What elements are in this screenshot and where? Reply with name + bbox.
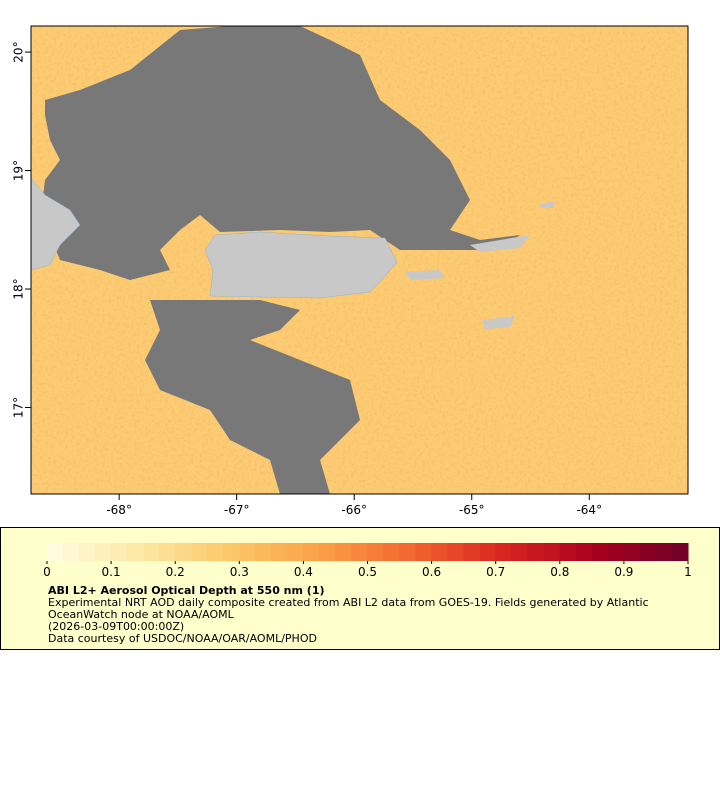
colorbar-tick-label: 0.4 [294, 565, 313, 579]
map-frame [30, 25, 689, 495]
colorbar-swatch [95, 543, 112, 561]
colorbar-swatch [607, 543, 625, 561]
colorbar-swatch [575, 543, 593, 561]
map-area [31, 26, 688, 494]
land [540, 201, 555, 208]
colorbar-tick-label: 0.2 [166, 565, 185, 579]
colorbar-tick-label: 0.1 [102, 565, 121, 579]
legend-text: Experimental NRT AOD daily composite cre… [48, 596, 649, 609]
colorbar-swatch [287, 543, 304, 561]
legend-title: ABI L2+ Aerosol Optical Depth at 550 nm … [48, 584, 325, 597]
x-tick-label: -66° [341, 503, 367, 517]
colorbar-swatch [463, 543, 481, 561]
land [470, 235, 530, 252]
colorbar-swatch [447, 543, 465, 561]
y-tick-label: 17° [12, 397, 26, 418]
colorbar-swatch [559, 543, 577, 561]
x-tick-label: -67° [224, 503, 250, 517]
colorbar-swatch [175, 543, 192, 561]
land [204, 231, 398, 299]
x-tick-label: -65° [459, 503, 485, 517]
no-data-region [40, 26, 520, 280]
colorbar-tick-label: 1 [684, 565, 692, 579]
colorbar-swatch [543, 543, 561, 561]
colorbar-swatch [495, 543, 513, 561]
colorbar-tick-label: 0 [43, 565, 51, 579]
legend-text: (2026-03-09T00:00:00Z) [48, 620, 184, 633]
colorbar-swatch [351, 543, 368, 561]
colorbar-swatch [383, 543, 401, 561]
x-tick-label: -68° [106, 503, 132, 517]
colorbar-tick-label: 0.8 [550, 565, 569, 579]
land [405, 270, 445, 280]
colorbar-swatch [47, 543, 64, 561]
colorbar-swatch [319, 543, 336, 561]
colorbar-swatch [415, 543, 433, 561]
colorbar-swatch [655, 543, 673, 561]
colorbar-tick-label: 0.9 [614, 565, 633, 579]
colorbar-swatch [143, 543, 160, 561]
colorbar-swatch [335, 543, 352, 561]
colorbar-swatch [271, 543, 288, 561]
colorbar-swatch [303, 543, 320, 561]
colorbar-swatch [591, 543, 609, 561]
colorbar-swatch [63, 543, 80, 561]
land [31, 177, 81, 271]
colorbar-swatch [111, 543, 128, 561]
colorbar-tick-label: 0.3 [230, 565, 249, 579]
colorbar-swatch [527, 543, 545, 561]
colorbar-swatch [367, 543, 385, 561]
colorbar-swatch [671, 543, 689, 561]
y-tick-label: 19° [12, 160, 26, 181]
colorbar-swatch [511, 543, 529, 561]
legend-text: OceanWatch node at NOAA/AOML [48, 608, 235, 621]
y-tick-label: 18° [12, 278, 26, 299]
colorbar-swatch [479, 543, 497, 561]
colorbar-swatch [223, 543, 240, 561]
colorbar-swatch [159, 543, 176, 561]
colorbar-tick-label: 0.7 [486, 565, 505, 579]
colorbar-tick-label: 0.6 [422, 565, 441, 579]
colorbar-swatch [431, 543, 449, 561]
colorbar-swatch [191, 543, 208, 561]
colorbar-swatch [79, 543, 96, 561]
land [482, 316, 515, 329]
x-tick-label: -64° [576, 503, 602, 517]
colorbar-swatch [207, 543, 224, 561]
y-tick-label: 20° [12, 41, 26, 62]
colorbar-swatch [239, 543, 256, 561]
no-data-region [145, 300, 360, 494]
colorbar-swatch [639, 543, 657, 561]
colorbar-swatch [255, 543, 272, 561]
colorbar-swatch [127, 543, 144, 561]
colorbar-swatch [399, 543, 417, 561]
colorbar-tick-label: 0.5 [358, 565, 377, 579]
legend-text: Data courtesy of USDOC/NOAA/OAR/AOML/PHO… [48, 632, 317, 645]
colorbar-swatch [623, 543, 641, 561]
